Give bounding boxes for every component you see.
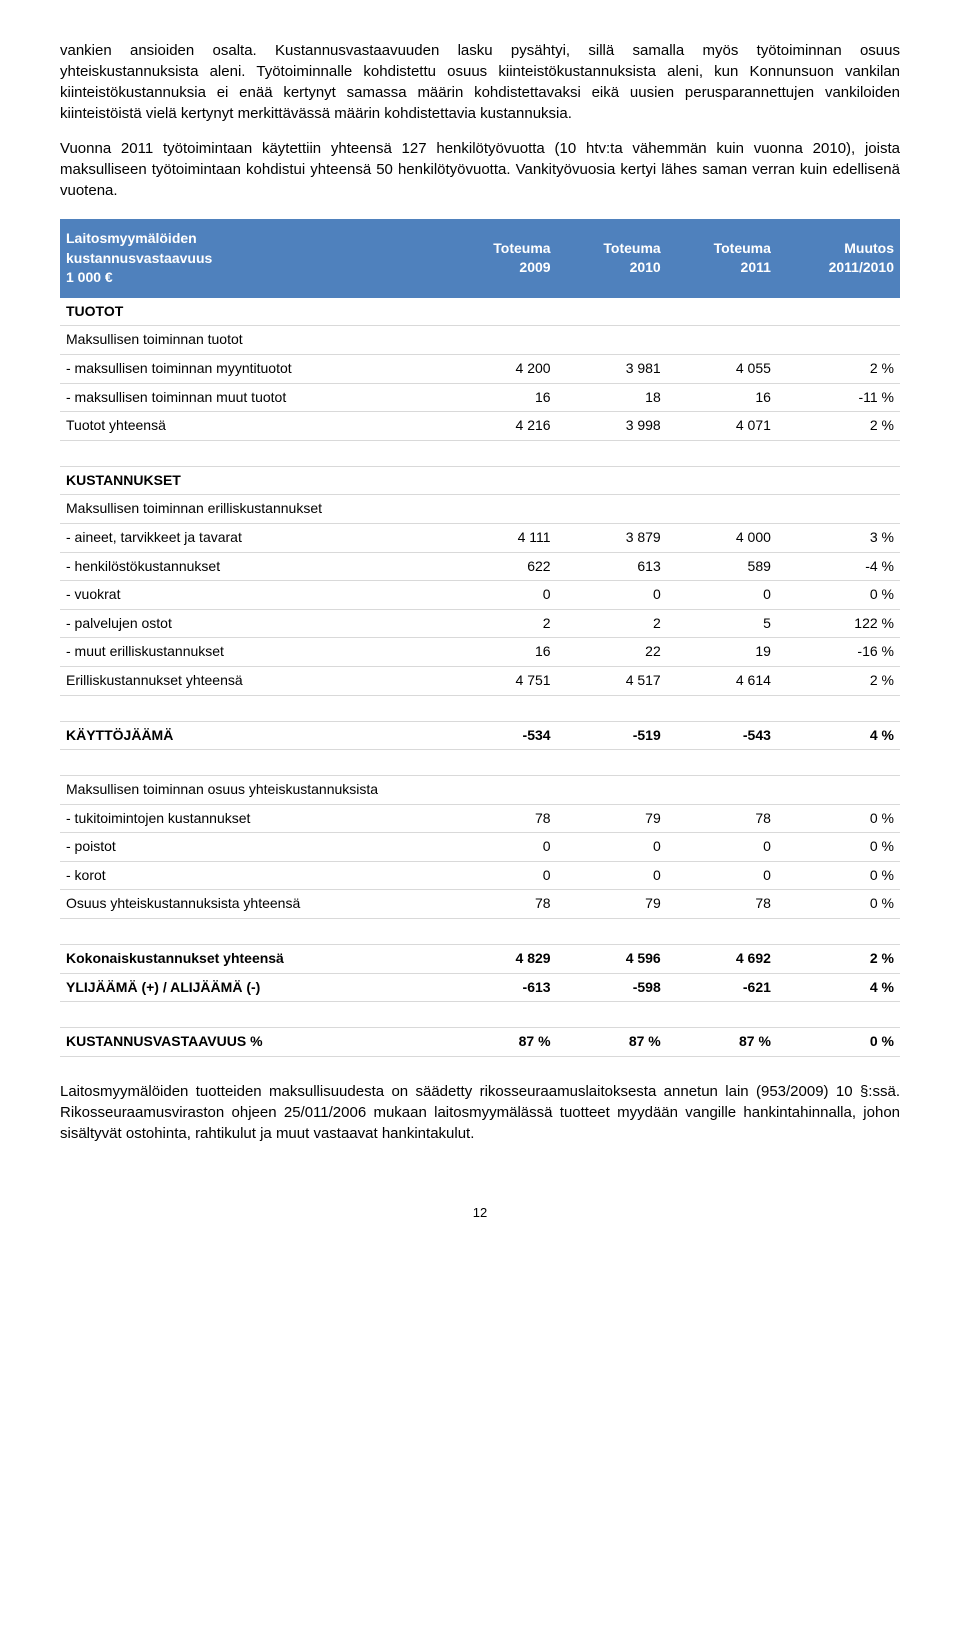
table-row <box>60 695 900 721</box>
table-row: - tukitoimintojen kustannukset 78 79 78 … <box>60 804 900 833</box>
paragraph-3: Laitosmyymälöiden tuotteiden maksullisuu… <box>60 1081 900 1144</box>
table-row <box>60 440 900 466</box>
table-row: - muut erilliskustannukset 16 22 19 -16 … <box>60 638 900 667</box>
col-header-muutos: Muutos 2011/2010 <box>777 219 900 298</box>
col-header-2011: Toteuma 2011 <box>667 219 777 298</box>
table-row: Tuotot yhteensä 4 216 3 998 4 071 2 % <box>60 412 900 441</box>
table-row: Maksullisen toiminnan tuotot <box>60 326 900 355</box>
table-row: - aineet, tarvikkeet ja tavarat 4 111 3 … <box>60 523 900 552</box>
table-row: Maksullisen toiminnan osuus yhteiskustan… <box>60 776 900 805</box>
col-header-title: Laitosmyymälöiden kustannusvastaavuus 1 … <box>60 219 446 298</box>
paragraph-2: Vuonna 2011 työtoimintaan käytettiin yht… <box>60 138 900 201</box>
paragraph-1: vankien ansioiden osalta. Kustannusvasta… <box>60 40 900 124</box>
table-row: - palvelujen ostot 2 2 5 122 % <box>60 609 900 638</box>
page-number: 12 <box>60 1204 900 1222</box>
table-row: KUSTANNUKSET <box>60 466 900 495</box>
table-row: YLIJÄÄMÄ (+) / ALIJÄÄMÄ (-) -613 -598 -6… <box>60 973 900 1002</box>
table-row: - korot 0 0 0 0 % <box>60 861 900 890</box>
col-header-2010: Toteuma 2010 <box>557 219 667 298</box>
table-row: - henkilöstökustannukset 622 613 589 -4 … <box>60 552 900 581</box>
table-row <box>60 1002 900 1028</box>
table-row <box>60 919 900 945</box>
cost-table: Laitosmyymälöiden kustannusvastaavuus 1 … <box>60 219 900 1057</box>
table-row: - maksullisen toiminnan myyntituotot 4 2… <box>60 354 900 383</box>
table-row <box>60 750 900 776</box>
table-row: Kokonaiskustannukset yhteensä 4 829 4 59… <box>60 945 900 974</box>
table-row: - poistot 0 0 0 0 % <box>60 833 900 862</box>
table-row: Erilliskustannukset yhteensä 4 751 4 517… <box>60 666 900 695</box>
table-row: TUOTOT <box>60 298 900 326</box>
table-row: Maksullisen toiminnan erilliskustannukse… <box>60 495 900 524</box>
table-row: - maksullisen toiminnan muut tuotot 16 1… <box>60 383 900 412</box>
table-row: - vuokrat 0 0 0 0 % <box>60 581 900 610</box>
table-row: Osuus yhteiskustannuksista yhteensä 78 7… <box>60 890 900 919</box>
table-row: KUSTANNUSVASTAAVUUS % 87 % 87 % 87 % 0 % <box>60 1028 900 1057</box>
table-row: KÄYTTÖJÄÄMÄ -534 -519 -543 4 % <box>60 721 900 750</box>
col-header-2009: Toteuma 2009 <box>446 219 556 298</box>
